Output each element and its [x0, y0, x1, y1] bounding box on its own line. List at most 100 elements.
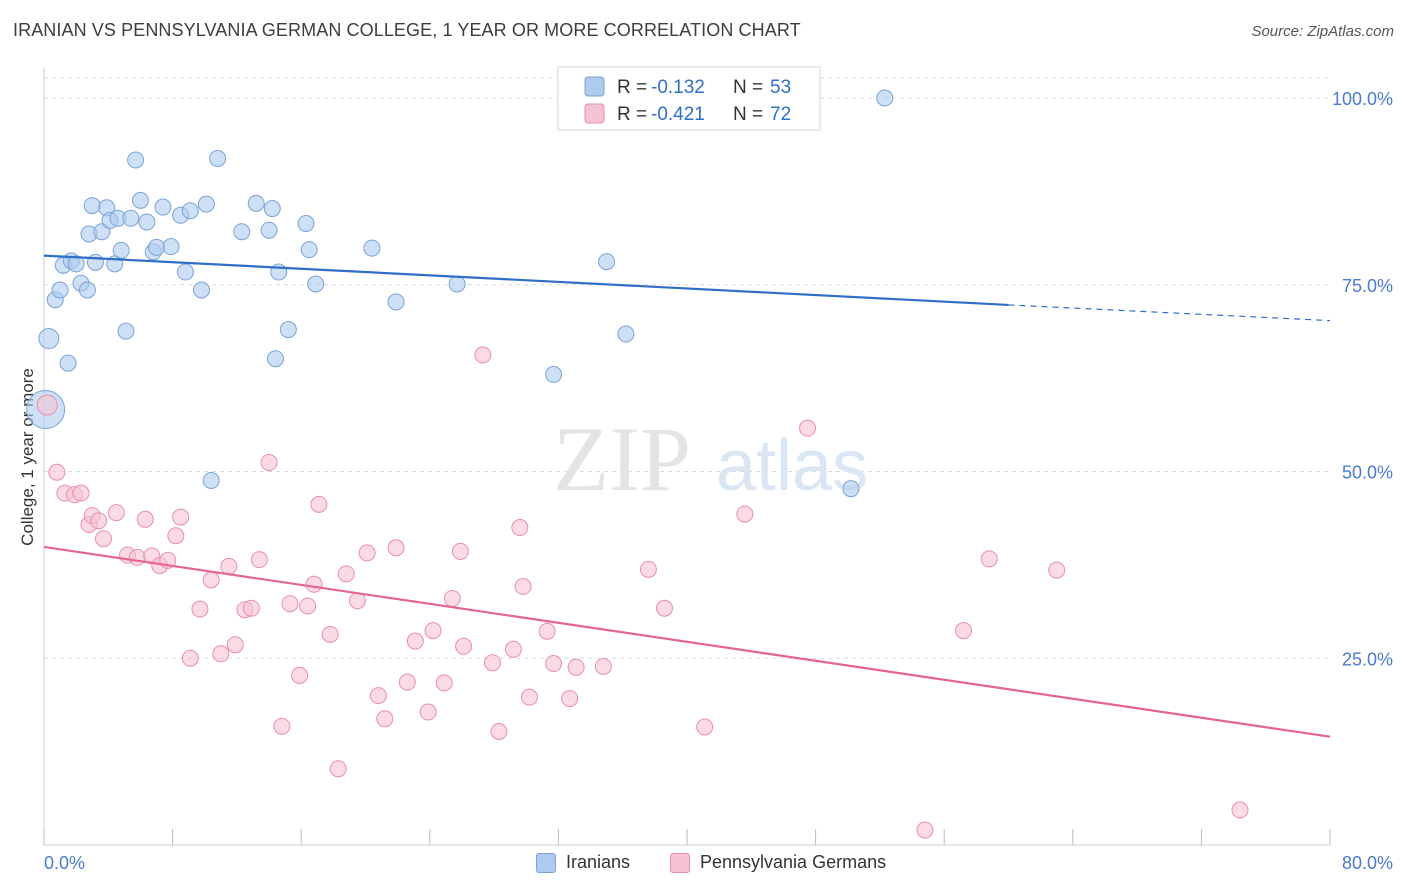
data-point-iranian [127, 151, 145, 169]
data-point-iranian [112, 241, 130, 259]
data-point-iranian [260, 221, 278, 239]
data-point-pa-german [594, 657, 612, 675]
trend-lines [43, 254, 1331, 738]
data-point-iranian [176, 263, 194, 281]
data-point-pa-german [639, 560, 657, 578]
points-pa-germans [36, 346, 1249, 839]
data-point-pa-german [736, 505, 754, 523]
data-point-pa-german [376, 710, 394, 728]
data-point-pa-german [483, 654, 501, 672]
data-point-pa-german [455, 637, 473, 655]
data-point-pa-german [419, 703, 437, 721]
data-point-iranian [263, 200, 281, 218]
data-point-pa-german [226, 636, 244, 654]
data-point-pa-german [398, 673, 416, 691]
data-point-iranian [193, 281, 211, 299]
chart-source: Source: ZipAtlas.com [1251, 23, 1394, 40]
legend-swatch-iranians [536, 852, 556, 873]
legend-box: R = -0.132 N = 53 R = -0.421 N = 72 [557, 66, 821, 131]
data-point-pa-german [90, 512, 108, 530]
data-point-iranian [131, 191, 149, 209]
axes [43, 68, 1331, 846]
data-point-iranian [197, 195, 215, 213]
data-point-pa-german [435, 674, 453, 692]
data-point-iranian [545, 365, 563, 383]
legend-n-label: N = [733, 104, 763, 125]
data-point-pa-german [514, 578, 532, 596]
gridlines [44, 77, 1330, 659]
data-point-iranian [181, 202, 199, 220]
legend-r-value: -0.421 [651, 104, 705, 125]
data-point-iranian [233, 223, 251, 241]
data-point-pa-german [299, 597, 317, 615]
legend-r-label: R = [617, 104, 647, 125]
data-point-iranian [617, 325, 635, 343]
y-tick-label: 50.0% [1342, 463, 1393, 483]
data-point-iranian [247, 194, 265, 212]
data-point-iranian [307, 275, 325, 293]
data-point-pa-german [72, 484, 90, 502]
data-point-iranian [78, 281, 96, 299]
data-point-pa-german [474, 346, 492, 364]
data-point-pa-german [310, 495, 328, 513]
legend-label-pa-germans: Pennsylvania Germans [700, 852, 887, 872]
data-point-pa-german [655, 599, 673, 617]
data-point-pa-german [250, 551, 268, 569]
data-point-pa-german [36, 394, 58, 416]
legend-r-value: -0.132 [651, 77, 705, 98]
y-tick-label: 75.0% [1342, 276, 1393, 296]
data-point-iranian [598, 253, 616, 271]
legend-item-pa-germans[interactable]: Pennsylvania Germans [670, 852, 886, 873]
legend-swatch-pa-germans [584, 103, 605, 124]
watermark-atlas: atlas [716, 426, 868, 506]
watermark: ZIP atlas [553, 408, 868, 510]
data-point-pa-german [511, 519, 529, 537]
data-point-pa-german [696, 718, 714, 736]
legend-swatch-pa-germans [670, 852, 690, 873]
data-point-iranian [122, 209, 140, 227]
data-point-pa-german [443, 589, 461, 607]
data-point-pa-german [281, 595, 299, 613]
data-point-pa-german [181, 649, 199, 667]
data-point-pa-german [916, 821, 934, 839]
data-point-pa-german [212, 645, 230, 663]
data-point-iranian [154, 198, 172, 216]
legend-n-label: N = [733, 77, 763, 98]
data-point-iranian [842, 480, 860, 498]
data-point-iranian [38, 328, 60, 350]
watermark-zip: ZIP [553, 408, 691, 510]
data-point-pa-german [369, 687, 387, 705]
data-point-pa-german [94, 530, 112, 548]
data-point-pa-german [538, 622, 556, 640]
data-point-iranian [297, 214, 315, 232]
data-point-iranian [59, 354, 77, 372]
data-point-pa-german [1231, 801, 1249, 819]
y-tick-label: 100.0% [1332, 89, 1393, 109]
x-tick-labels: 0.0% 80.0% [44, 853, 1393, 873]
data-point-pa-german [1048, 561, 1066, 579]
data-point-iranian [387, 293, 405, 311]
trend-line-pa-germans [43, 545, 1331, 738]
data-point-pa-german [799, 419, 817, 437]
data-point-pa-german [220, 557, 238, 575]
legend-item-iranians[interactable]: Iranians [536, 852, 630, 873]
data-point-pa-german [321, 625, 339, 643]
chart-title: IRANIAN VS PENNSYLVANIA GERMAN COLLEGE, … [13, 20, 801, 40]
data-point-pa-german [490, 722, 508, 740]
data-point-iranian [117, 322, 135, 340]
data-point-pa-german [167, 527, 185, 545]
legend-label-iranians: Iranians [566, 852, 631, 872]
data-point-pa-german [202, 571, 220, 589]
y-tick-label: 25.0% [1342, 649, 1393, 669]
x-tick-label: 80.0% [1342, 853, 1393, 873]
legend-n-value: 72 [770, 104, 791, 125]
data-point-pa-german [567, 658, 585, 676]
data-point-iranian [876, 89, 894, 107]
data-point-pa-german [107, 504, 125, 522]
data-point-pa-german [520, 688, 538, 706]
data-point-pa-german [954, 622, 972, 640]
data-point-iranian [83, 197, 101, 215]
data-point-pa-german [273, 717, 291, 735]
legend-swatch-iranians [584, 76, 605, 97]
